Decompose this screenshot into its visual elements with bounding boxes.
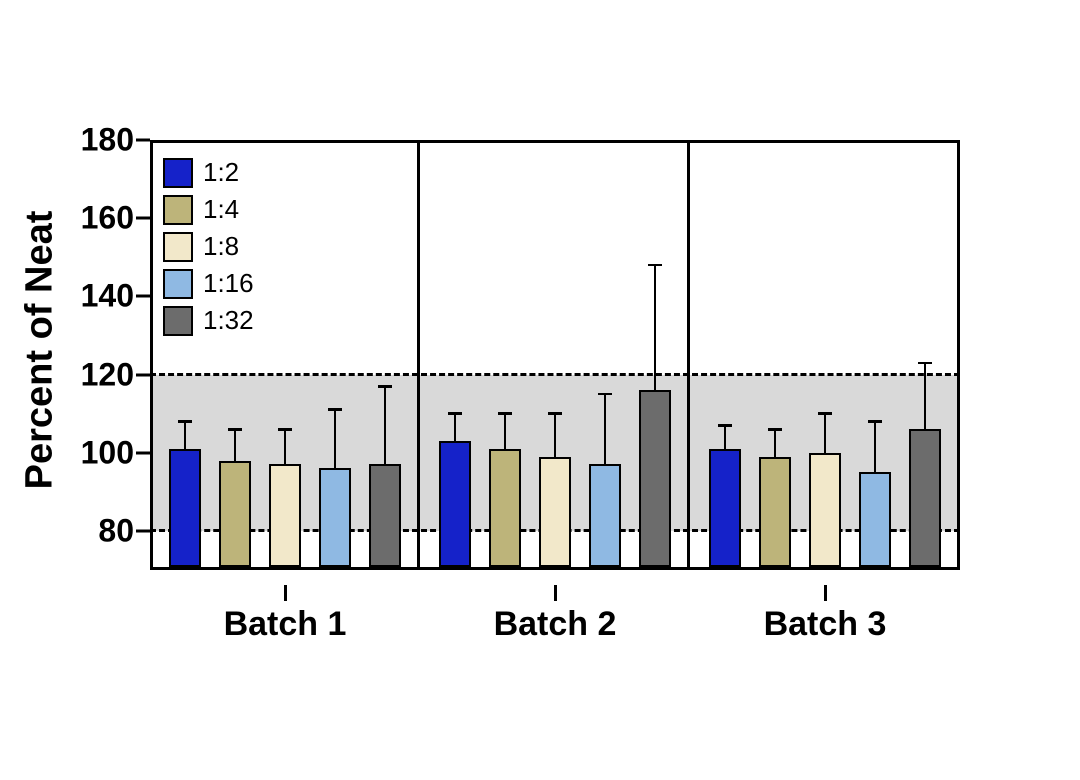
y-tick-mark <box>136 451 150 454</box>
bar <box>369 464 401 567</box>
legend-item: 1:16 <box>163 268 254 299</box>
bar <box>639 390 671 567</box>
legend-swatch <box>163 306 193 336</box>
bar <box>859 472 891 567</box>
legend-swatch <box>163 232 193 262</box>
bar <box>219 461 251 567</box>
y-tick-mark <box>136 217 150 220</box>
legend-swatch <box>163 195 193 225</box>
error-bar <box>234 429 237 460</box>
y-tick-label: 120 <box>81 356 134 393</box>
y-tick-label: 160 <box>81 200 134 237</box>
error-bar <box>604 394 607 464</box>
legend-label: 1:8 <box>203 231 239 262</box>
error-bar-cap <box>178 420 192 423</box>
legend-swatch <box>163 158 193 188</box>
legend: 1:2 1:4 1:8 1:16 1:32 <box>163 157 254 342</box>
error-bar-cap <box>598 393 612 396</box>
error-bar-cap <box>378 385 392 388</box>
error-bar <box>654 265 657 390</box>
x-tick-mark <box>824 585 827 601</box>
error-bar <box>554 414 557 457</box>
legend-item: 1:8 <box>163 231 254 262</box>
y-tick-label: 180 <box>81 122 134 159</box>
legend-swatch <box>163 269 193 299</box>
error-bar-cap <box>228 428 242 431</box>
y-tick-mark <box>136 295 150 298</box>
legend-item: 1:4 <box>163 194 254 225</box>
error-bar <box>924 363 927 429</box>
legend-item: 1:2 <box>163 157 254 188</box>
y-axis-label: Percent of Neat <box>19 211 62 490</box>
y-tick-label: 100 <box>81 434 134 471</box>
bar <box>909 429 941 567</box>
error-bar-cap <box>648 264 662 267</box>
bar <box>589 464 621 567</box>
y-tick-label: 80 <box>98 512 134 549</box>
error-bar-cap <box>548 412 562 415</box>
error-bar-cap <box>868 420 882 423</box>
legend-label: 1:32 <box>203 305 254 336</box>
bar <box>319 468 351 567</box>
bar <box>759 457 791 567</box>
bar <box>709 449 741 567</box>
error-bar <box>774 429 777 456</box>
error-bar-cap <box>448 412 462 415</box>
legend-label: 1:16 <box>203 268 254 299</box>
bar <box>269 464 301 567</box>
x-tick-label: Batch 1 <box>224 605 347 644</box>
legend-label: 1:2 <box>203 157 239 188</box>
bar <box>489 449 521 567</box>
plot-area <box>150 140 960 570</box>
error-bar <box>874 421 877 472</box>
x-tick-label: Batch 2 <box>494 605 617 644</box>
error-bar <box>284 429 287 464</box>
legend-label: 1:4 <box>203 194 239 225</box>
y-axis-ticks: 80100120140160180 <box>90 140 150 570</box>
error-bar-cap <box>278 428 292 431</box>
error-bar <box>454 414 457 441</box>
x-axis-labels: Batch 1 Batch 2 Batch 3 <box>150 585 960 645</box>
error-bar-cap <box>818 412 832 415</box>
bar <box>539 457 571 567</box>
error-bar <box>184 421 187 448</box>
y-tick-mark <box>136 139 150 142</box>
x-tick-label: Batch 3 <box>764 605 887 644</box>
error-bar-cap <box>718 424 732 427</box>
bar <box>169 449 201 567</box>
y-tick-mark <box>136 529 150 532</box>
y-tick-label: 140 <box>81 278 134 315</box>
x-tick-mark <box>554 585 557 601</box>
error-bar-cap <box>768 428 782 431</box>
error-bar <box>824 414 827 453</box>
error-bar <box>384 386 387 464</box>
error-bar-cap <box>328 408 342 411</box>
bar <box>809 453 841 567</box>
legend-item: 1:32 <box>163 305 254 336</box>
error-bar-cap <box>498 412 512 415</box>
x-tick-mark <box>284 585 287 601</box>
error-bar <box>334 410 337 469</box>
error-bar <box>724 425 727 448</box>
y-tick-mark <box>136 373 150 376</box>
chart-container: Percent of Neat 80100120140160180 1:21:4… <box>0 0 1080 780</box>
error-bar <box>504 414 507 449</box>
bar <box>439 441 471 567</box>
error-bar-cap <box>918 362 932 365</box>
